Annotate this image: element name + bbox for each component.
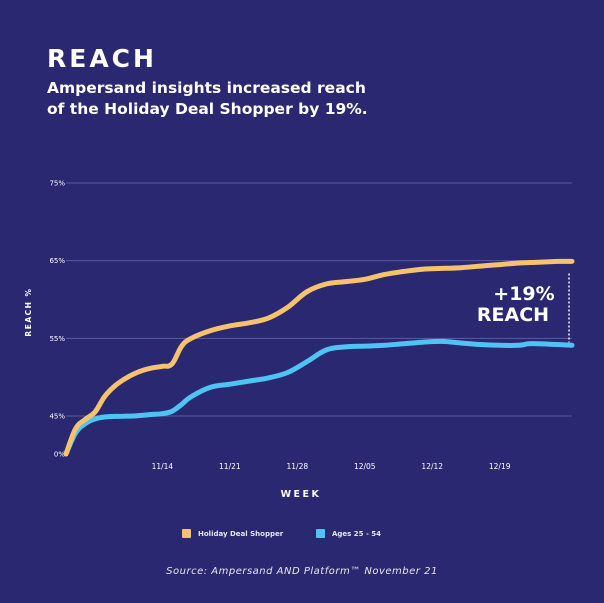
y-tick-label: 45% [49,413,65,421]
annotation-line-2: REACH [477,304,549,326]
x-tick-label: 12/19 [489,462,511,471]
x-tick-label: 12/12 [421,462,443,471]
series-layer [63,258,575,457]
legend-label-holiday: Holiday Deal Shopper [198,529,284,538]
chart-subtitle: Ampersand insights increased reach of th… [47,78,368,120]
source-note: Source: Ampersand AND Platform™ November… [166,566,438,577]
y-tick-label: 75% [49,180,65,188]
y-axis-ticks: 0% 45% 55% 65% 75% [49,180,65,459]
subtitle-line-1: Ampersand insights increased reach [47,79,366,97]
y-tick-label: 0% [54,451,65,459]
subtitle-line-2: of the Holiday Deal Shopper by 19%. [47,100,368,118]
series-line-holiday-deal-shopper [63,258,575,457]
annotation-line-1: +19% [493,283,554,305]
y-axis-label: REACH % [24,287,33,336]
legend-label-ages: Ages 25 - 54 [332,529,382,538]
x-tick-label: 11/14 [152,462,174,471]
y-tick-label: 65% [49,257,65,265]
chart-title: REACH [47,44,157,73]
x-axis-label: WEEK [281,489,322,500]
legend-item-ages: Ages 25 - 54 [316,529,381,538]
legend-swatch-holiday [182,529,191,538]
x-tick-label: 12/05 [354,462,376,471]
x-tick-label: 11/28 [287,462,309,471]
x-tick-label: 11/21 [219,462,241,471]
legend-item-holiday: Holiday Deal Shopper [182,529,283,538]
x-axis-ticks: 11/14 11/21 11/28 12/05 12/12 12/19 [152,462,511,471]
legend-swatch-ages [316,529,325,538]
series-line-ages-25-54 [63,338,575,457]
y-tick-label: 55% [49,335,65,343]
